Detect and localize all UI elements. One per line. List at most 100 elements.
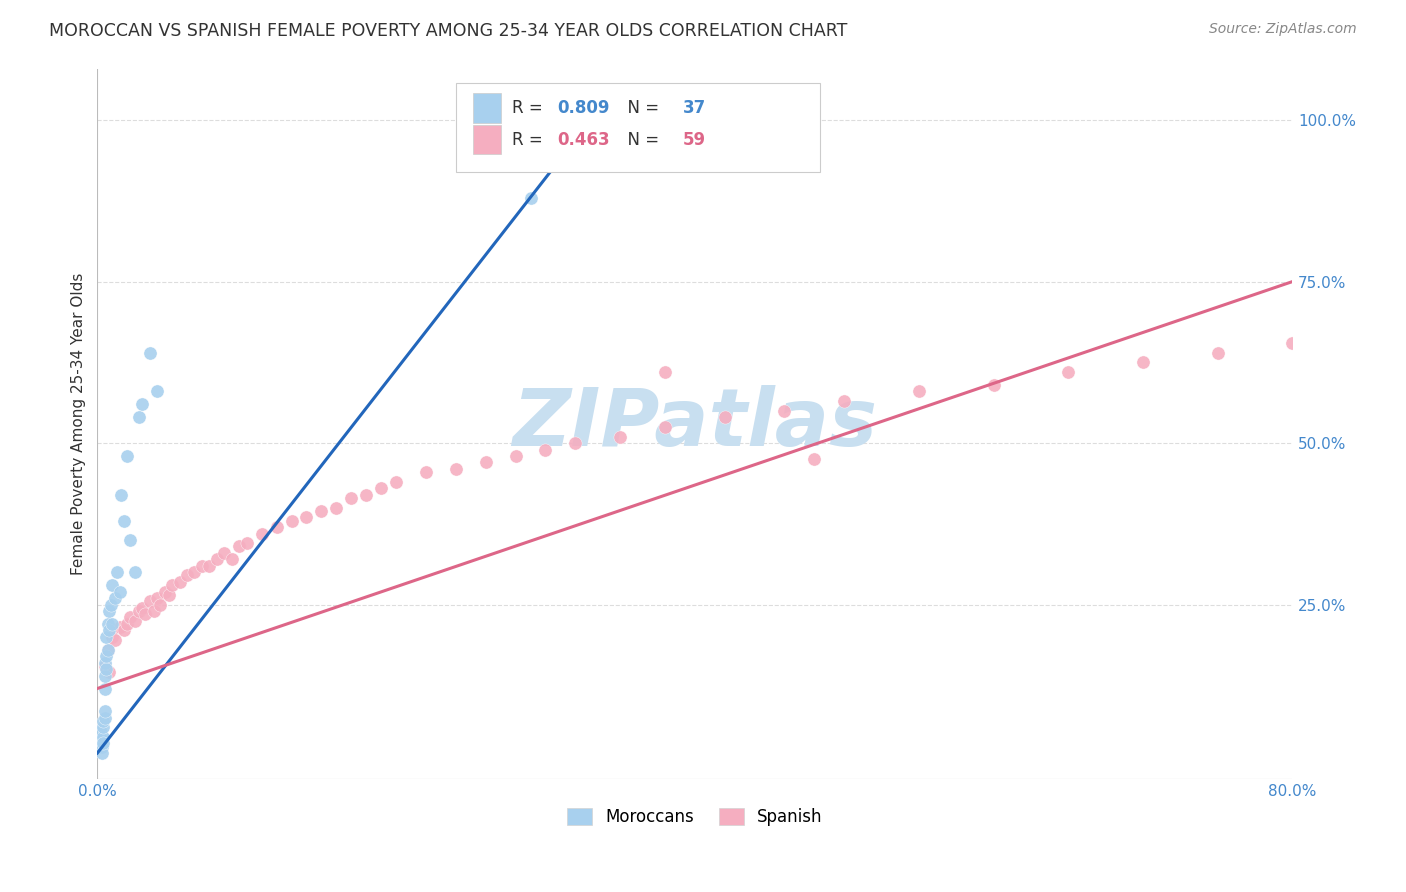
Point [183,566,205,580]
Point [115,449,138,463]
Point [128,410,150,425]
Point [94,659,117,673]
Point [94,710,117,724]
Point [97,642,120,657]
Point [91,714,114,728]
Text: R =: R = [512,99,548,117]
Point [176,568,198,582]
Text: N =: N = [617,99,665,117]
Point [534,442,557,457]
Point [908,384,931,399]
Point [550,158,572,172]
Point [143,604,166,618]
Point [96,662,118,676]
Point [153,584,176,599]
Text: MOROCCAN VS SPANISH FEMALE POVERTY AMONG 25-34 YEAR OLDS CORRELATION CHART: MOROCCAN VS SPANISH FEMALE POVERTY AMONG… [49,22,848,40]
Point [160,578,183,592]
Text: 59: 59 [683,130,706,149]
Point [1281,336,1303,351]
Point [120,610,142,624]
Point [104,591,127,606]
FancyBboxPatch shape [456,83,820,171]
Point [157,588,180,602]
Point [713,410,735,425]
Text: 0.809: 0.809 [557,99,610,117]
Point [104,633,127,648]
Point [250,526,273,541]
Point [89,723,111,738]
Point [280,514,302,528]
Point [115,616,138,631]
Point [214,546,236,560]
Point [90,739,112,754]
Legend: Moroccans, Spanish: Moroccans, Spanish [558,800,831,835]
Point [120,533,142,547]
Point [385,475,408,489]
Text: 0.463: 0.463 [557,130,610,149]
Point [149,598,172,612]
Point [98,665,121,680]
Point [90,733,112,747]
Point [91,720,114,734]
Point [94,704,117,718]
Point [444,462,467,476]
Point [124,566,146,580]
Point [100,598,122,612]
Point [101,578,124,592]
Point [370,481,392,495]
Point [205,552,228,566]
Point [101,630,124,644]
Point [505,449,527,463]
Point [228,540,250,554]
Point [138,594,160,608]
Point [191,558,214,573]
Point [128,604,150,618]
Point [96,630,118,644]
Point [90,746,112,760]
Point [97,642,120,657]
Point [112,514,135,528]
Point [354,488,377,502]
Text: R =: R = [512,130,548,149]
Point [138,345,160,359]
Text: 37: 37 [683,99,706,117]
Point [325,500,347,515]
Point [91,736,114,750]
Point [146,384,169,399]
Point [295,510,318,524]
Point [564,436,586,450]
Point [169,574,191,589]
Point [221,552,243,566]
Point [105,566,128,580]
Point [131,600,153,615]
Y-axis label: Female Poverty Among 25-34 Year Olds: Female Poverty Among 25-34 Year Olds [72,273,86,575]
Point [773,404,796,418]
Point [235,536,257,550]
Point [131,397,153,411]
Point [112,624,135,638]
Point [1206,345,1229,359]
Text: Source: ZipAtlas.com: Source: ZipAtlas.com [1209,22,1357,37]
Point [415,465,437,479]
Point [98,624,121,638]
Point [519,191,541,205]
Point [983,378,1005,392]
Point [97,616,120,631]
Point [98,604,121,618]
Point [134,607,156,622]
Point [832,394,855,409]
Point [654,420,676,434]
Point [108,620,131,634]
Point [340,491,363,505]
Point [91,730,114,744]
FancyBboxPatch shape [472,125,502,154]
Text: ZIPatlas: ZIPatlas [512,384,877,463]
Point [146,591,169,606]
Point [474,455,496,469]
Point [101,616,124,631]
Text: N =: N = [617,130,665,149]
Point [803,452,825,467]
Point [198,558,221,573]
Point [1132,355,1154,369]
Point [1057,365,1080,379]
